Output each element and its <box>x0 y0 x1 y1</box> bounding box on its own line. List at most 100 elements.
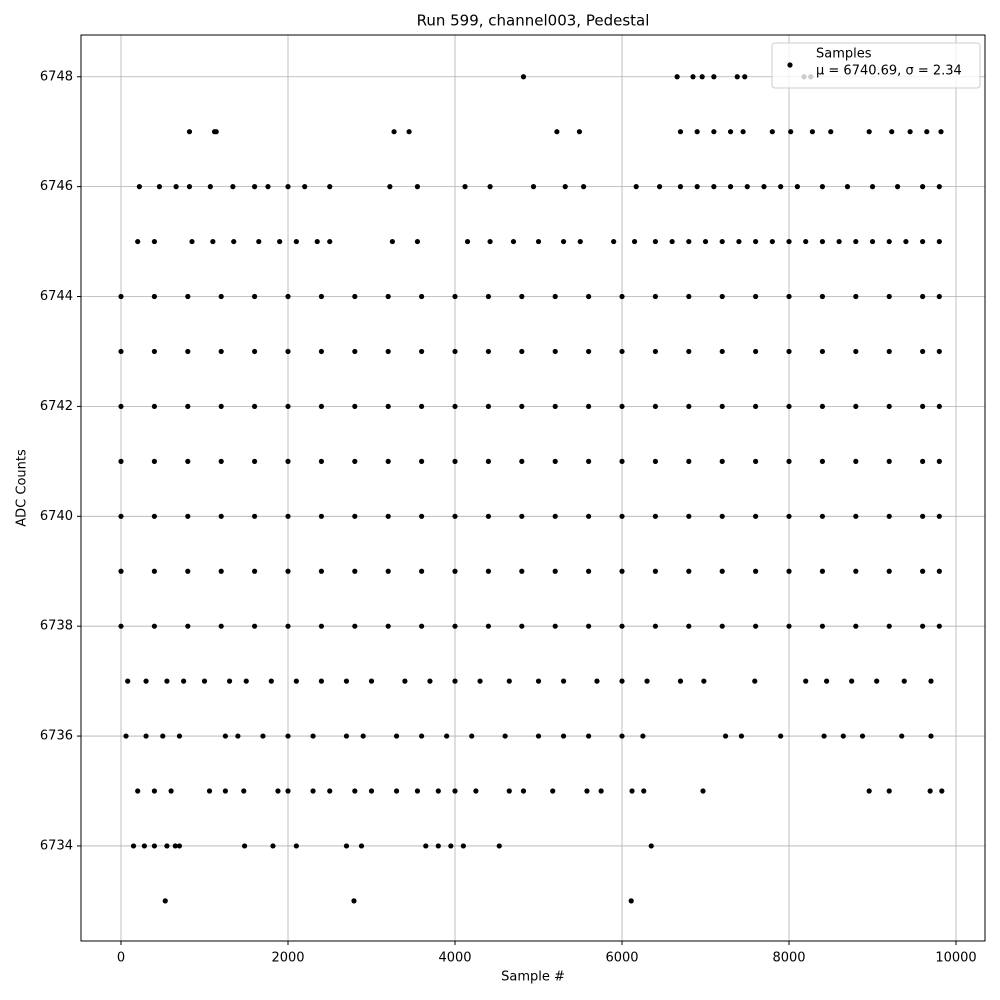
point <box>268 678 274 684</box>
point <box>427 678 433 684</box>
point <box>419 293 425 300</box>
point <box>230 184 236 190</box>
point <box>444 733 450 739</box>
point <box>352 788 358 794</box>
point <box>318 623 325 629</box>
point <box>118 513 124 519</box>
point <box>753 568 759 574</box>
point <box>786 513 792 519</box>
y-tick-label: 6738 <box>40 619 73 634</box>
point <box>652 458 659 464</box>
point <box>719 293 725 300</box>
point <box>327 184 333 190</box>
point <box>840 733 846 739</box>
point <box>619 733 625 739</box>
point <box>473 788 479 794</box>
point <box>506 678 512 684</box>
point <box>920 348 926 355</box>
point <box>788 129 794 135</box>
point <box>510 238 517 245</box>
point <box>652 348 659 355</box>
point <box>343 843 350 849</box>
point <box>769 238 775 245</box>
point <box>853 348 859 355</box>
point <box>753 623 759 629</box>
point <box>552 293 558 300</box>
point <box>218 348 224 355</box>
point <box>702 238 709 245</box>
point <box>185 348 191 355</box>
point <box>619 623 625 629</box>
point <box>260 733 266 739</box>
point <box>218 623 224 629</box>
point <box>866 129 872 135</box>
point <box>894 184 901 190</box>
point <box>318 293 325 300</box>
y-tick-label: 6744 <box>40 289 73 304</box>
point <box>141 843 147 849</box>
point <box>686 403 692 410</box>
point <box>701 678 707 684</box>
point <box>118 568 124 574</box>
point <box>310 788 316 794</box>
point <box>581 184 587 190</box>
point <box>256 238 262 245</box>
point <box>487 238 493 245</box>
point <box>285 623 291 629</box>
point <box>151 458 157 464</box>
point <box>343 678 350 684</box>
point <box>700 788 706 794</box>
point <box>652 568 659 574</box>
point <box>619 293 625 300</box>
x-tick-label: 2000 <box>271 951 304 966</box>
point <box>924 129 930 135</box>
point <box>823 678 830 684</box>
point <box>901 678 907 684</box>
point <box>151 788 157 794</box>
point <box>853 513 859 519</box>
point <box>343 733 350 739</box>
point <box>285 788 291 794</box>
point <box>151 513 157 519</box>
point <box>185 513 191 519</box>
point <box>201 678 208 684</box>
point <box>406 129 412 135</box>
point <box>598 788 604 794</box>
point <box>352 403 358 410</box>
point <box>519 623 525 629</box>
point <box>711 184 717 190</box>
point <box>844 184 851 190</box>
point <box>886 403 892 410</box>
point <box>469 733 475 739</box>
point <box>310 733 316 739</box>
point <box>162 898 168 904</box>
point <box>125 678 131 684</box>
point <box>719 513 725 519</box>
point <box>241 843 248 849</box>
point <box>869 184 876 190</box>
point <box>519 403 525 410</box>
point <box>252 403 258 410</box>
point <box>293 843 299 849</box>
point <box>435 788 441 794</box>
point <box>318 568 325 574</box>
point <box>423 843 429 849</box>
point <box>452 568 458 574</box>
point <box>285 513 291 519</box>
point <box>185 403 191 410</box>
point <box>302 184 308 190</box>
point <box>719 623 725 629</box>
point <box>213 129 219 135</box>
point <box>419 403 425 410</box>
point <box>185 458 191 464</box>
point <box>586 513 592 519</box>
point <box>485 513 492 519</box>
point <box>886 623 892 629</box>
point <box>402 678 408 684</box>
point <box>151 348 157 355</box>
point <box>641 788 647 794</box>
point <box>164 843 170 849</box>
point <box>318 513 325 519</box>
point <box>586 293 592 300</box>
